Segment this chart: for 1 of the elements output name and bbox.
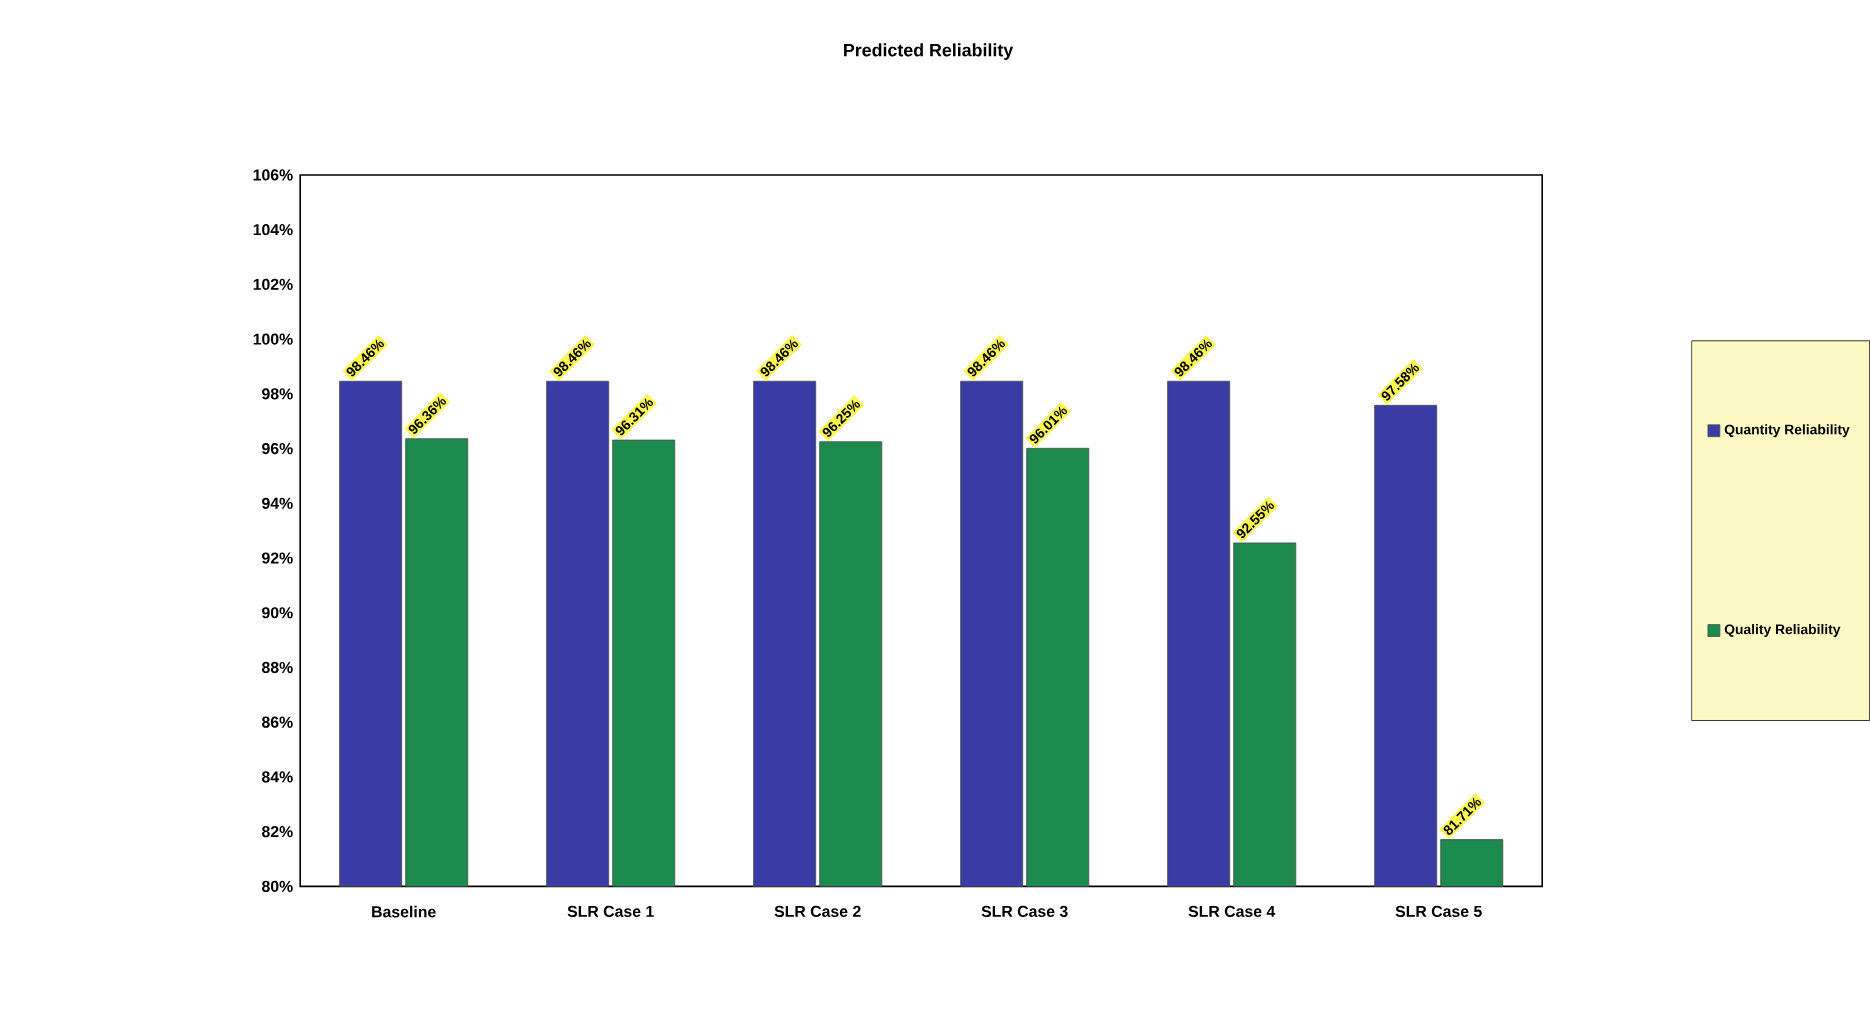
chart-title: Predicted Reliability bbox=[844, 43, 1014, 61]
